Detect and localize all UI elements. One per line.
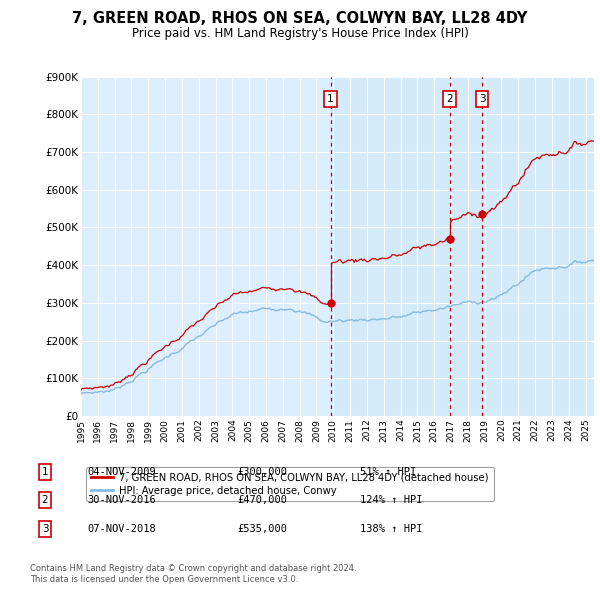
- Text: £535,000: £535,000: [237, 524, 287, 533]
- Text: 30-NOV-2016: 30-NOV-2016: [87, 496, 156, 505]
- Text: 1: 1: [41, 467, 49, 477]
- Text: 07-NOV-2018: 07-NOV-2018: [87, 524, 156, 533]
- Text: £470,000: £470,000: [237, 496, 287, 505]
- Text: 3: 3: [479, 94, 485, 104]
- Text: 124% ↑ HPI: 124% ↑ HPI: [360, 496, 422, 505]
- Text: 7, GREEN ROAD, RHOS ON SEA, COLWYN BAY, LL28 4DY: 7, GREEN ROAD, RHOS ON SEA, COLWYN BAY, …: [73, 11, 527, 25]
- Text: 2: 2: [446, 94, 453, 104]
- Bar: [331, 77, 594, 416]
- Text: 3: 3: [41, 524, 49, 533]
- Text: 1: 1: [327, 94, 334, 104]
- Text: 138% ↑ HPI: 138% ↑ HPI: [360, 524, 422, 533]
- Text: Contains HM Land Registry data © Crown copyright and database right 2024.: Contains HM Land Registry data © Crown c…: [30, 565, 356, 573]
- Text: £300,000: £300,000: [237, 467, 287, 477]
- Text: 51% ↑ HPI: 51% ↑ HPI: [360, 467, 416, 477]
- Text: 2: 2: [41, 496, 49, 505]
- Legend: 7, GREEN ROAD, RHOS ON SEA, COLWYN BAY, LL28 4DY (detached house), HPI: Average : 7, GREEN ROAD, RHOS ON SEA, COLWYN BAY, …: [86, 467, 493, 501]
- Text: Price paid vs. HM Land Registry's House Price Index (HPI): Price paid vs. HM Land Registry's House …: [131, 27, 469, 40]
- Text: This data is licensed under the Open Government Licence v3.0.: This data is licensed under the Open Gov…: [30, 575, 298, 584]
- Text: 04-NOV-2009: 04-NOV-2009: [87, 467, 156, 477]
